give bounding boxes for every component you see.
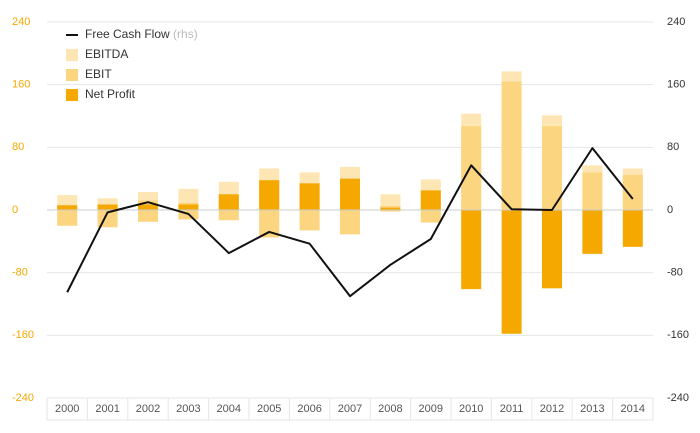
- net-profit-bar-negative: [461, 210, 482, 290]
- x-tick-label: 2001: [95, 403, 119, 415]
- x-tick-label: 2002: [136, 403, 160, 415]
- net-profit-bar-positive: [259, 180, 280, 210]
- right-y-tick-label: 240: [667, 16, 685, 28]
- net-profit-bar-positive: [97, 204, 118, 210]
- ebit-bar-negative: [299, 210, 320, 231]
- net-profit-bar-positive: [138, 204, 158, 210]
- right-y-tick-label: -80: [667, 267, 683, 279]
- x-tick-label: 2009: [419, 403, 443, 415]
- net-profit-bar-positive: [420, 190, 441, 210]
- x-tick-label: 2005: [257, 403, 281, 415]
- net-profit-bar-positive: [340, 178, 360, 210]
- left-y-tick-label: -160: [12, 329, 34, 341]
- legend-item: EBIT: [66, 67, 112, 81]
- ebit-bar-positive: [622, 174, 643, 210]
- left-y-tick-label: 240: [12, 16, 30, 28]
- left-y-tick-label: -240: [12, 392, 34, 404]
- legend-item: EBITDA: [66, 47, 128, 61]
- legend-swatch: [66, 49, 78, 61]
- net-profit-bar-negative: [501, 210, 522, 334]
- x-tick-label: 2003: [176, 403, 200, 415]
- free-cash-flow-polyline: [66, 147, 634, 298]
- ebit-bar-negative: [218, 210, 239, 221]
- net-profit-bar-positive: [57, 205, 78, 210]
- legend-label: Net Profit: [85, 87, 136, 101]
- bars: [57, 71, 643, 334]
- ebit-bar-negative: [340, 210, 360, 235]
- legend-label: EBITDA: [85, 47, 128, 61]
- ebit-bar-positive: [582, 172, 603, 210]
- net-profit-bar-positive: [380, 207, 401, 210]
- x-tick-label: 2007: [338, 403, 362, 415]
- net-profit-bar-negative: [542, 210, 562, 289]
- free-cash-flow-line: [66, 147, 634, 298]
- right-y-tick-label: 0: [667, 204, 673, 216]
- net-profit-bar-positive: [218, 194, 239, 210]
- ebit-bar-negative: [57, 210, 78, 226]
- left-y-tick-label: -80: [12, 267, 28, 279]
- legend-swatch: [66, 69, 78, 81]
- legend-swatch: [66, 89, 78, 101]
- right-y-axis: -240 -160 -80 0 80 160 240: [667, 16, 689, 404]
- x-tick-label: 2014: [621, 403, 645, 415]
- legend-label: Free Cash Flow (rhs): [85, 27, 198, 41]
- ebit-bar-negative: [138, 210, 158, 222]
- x-tick-label: 2008: [378, 403, 402, 415]
- ebit-bar-negative: [259, 210, 280, 238]
- x-tick-label: 2013: [580, 403, 604, 415]
- x-tick-label: 2000: [55, 403, 79, 415]
- legend-item: Free Cash Flow (rhs): [66, 27, 198, 41]
- left-y-tick-label: 0: [12, 204, 18, 216]
- left-y-tick-label: 160: [12, 79, 30, 91]
- x-tick-label: 2011: [500, 403, 524, 415]
- ebit-bar-positive: [501, 81, 522, 211]
- left-y-tick-label: 80: [12, 141, 24, 153]
- right-y-tick-label: 80: [667, 141, 679, 153]
- x-tick-label: 2012: [540, 403, 564, 415]
- x-tick-label: 2010: [459, 403, 483, 415]
- ebit-bar-positive: [542, 126, 562, 210]
- left-y-axis: -240 -160 -80 0 80 160 240: [12, 16, 34, 404]
- legend-item: Net Profit: [66, 87, 136, 101]
- ebit-bar-positive: [461, 126, 482, 210]
- net-profit-bar-positive: [299, 183, 320, 210]
- x-tick-label: 2006: [297, 403, 321, 415]
- net-profit-bar-positive: [178, 204, 199, 210]
- net-profit-bar-negative: [582, 210, 603, 254]
- ebit-bar-negative: [380, 210, 401, 212]
- net-profit-bar-negative: [622, 210, 643, 247]
- ebit-bar-negative: [420, 210, 441, 223]
- legend-label-note: (rhs): [170, 27, 198, 41]
- x-axis: 2000 2001 2002 2003 2004 2005 2006 2007 2008 2009…: [46, 397, 654, 421]
- right-y-tick-label: 160: [667, 79, 685, 91]
- right-y-tick-label: -160: [667, 329, 689, 341]
- ebitda-bar-positive: [97, 198, 118, 210]
- right-y-tick-label: -240: [667, 392, 689, 404]
- x-tick-label: 2004: [217, 403, 241, 415]
- legend-label: EBIT: [85, 67, 112, 81]
- legend: Free Cash Flow (rhs) EBITDA EBIT Net Profit: [66, 27, 198, 101]
